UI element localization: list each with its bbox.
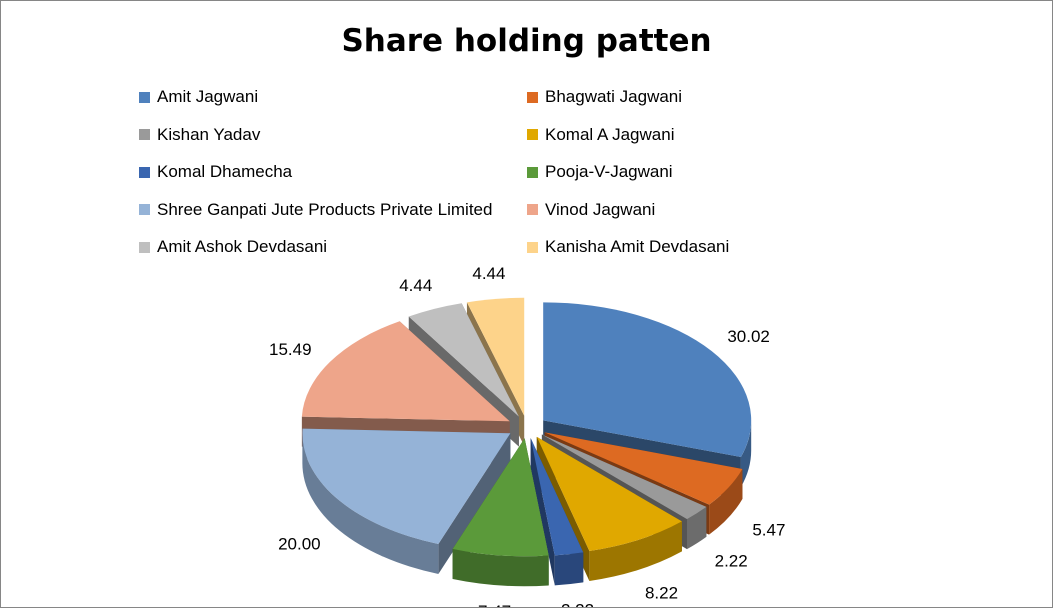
legend-label: Pooja-V-Jagwani (545, 162, 673, 181)
legend-item-amit-ashok-devdasani: Amit Ashok Devdasani (139, 237, 327, 257)
legend-swatch (527, 166, 538, 178)
legend-label: Amit Jagwani (157, 87, 259, 106)
legend-item-komal-a-jagwani: Komal A Jagwani (527, 125, 674, 145)
data-label-vinod-jagwani: 15.49 (269, 340, 312, 359)
legend-swatch (139, 204, 150, 215)
pie-slice-komal-dhamecha (530, 438, 584, 586)
data-label-shree-ganpati-jute-products-private-limited: 20.00 (278, 534, 321, 553)
pie-slice-shree-ganpati-jute-products-private-limited (302, 428, 511, 575)
data-label-kanisha-amit-devdasani: 4.44 (472, 264, 505, 283)
pie-slice-pooja-v-jagwani (452, 438, 549, 587)
legend-item-komal-dhamecha: Komal Dhamecha (139, 162, 292, 182)
chart-title: Share holding patten (341, 23, 712, 59)
pie-tops: 30.025.472.228.222.227.4720.0015.494.444… (269, 264, 785, 607)
legend-item-vinod-jagwani: Vinod Jagwani (527, 200, 655, 220)
legend-swatch (139, 166, 150, 178)
legend-label: Vinod Jagwani (545, 199, 656, 219)
legend-label: Komal A Jagwani (545, 124, 675, 144)
legend-item-kanisha-amit-devdasani: Kanisha Amit Devdasani (527, 237, 729, 257)
data-label-kishan-yadav: 2.22 (715, 551, 748, 570)
pie-sides (301, 297, 752, 587)
legend-swatch (527, 91, 538, 103)
legend-item-kishan-yadav: Kishan Yadav (139, 125, 260, 145)
legend-swatch (139, 241, 150, 253)
legend-swatch (139, 129, 150, 140)
legend-label: Shree Ganpati Jute Products Private Limi… (157, 199, 493, 219)
legend-item-bhagwati-jagwani: Bhagwati Jagwani (527, 87, 682, 107)
legend-label: Kishan Yadav (157, 124, 261, 144)
legend-item-amit-jagwani: Amit Jagwani (139, 87, 258, 107)
data-label-amit-ashok-devdasani: 4.44 (399, 276, 432, 295)
data-label-komal-dhamecha: 2.22 (561, 601, 594, 607)
legend-item-shree-ganpati-jute-products-private-limited: Shree Ganpati Jute Products Private Limi… (139, 200, 492, 220)
legend-swatch (527, 204, 538, 215)
legend-label: Amit Ashok Devdasani (157, 237, 328, 256)
legend-item-pooja-v-jagwani: Pooja-V-Jagwani (527, 162, 673, 182)
legend-label: Komal Dhamecha (157, 162, 293, 181)
data-label-amit-jagwani: 30.02 (727, 327, 770, 346)
legend-label: Kanisha Amit Devdasani (545, 237, 730, 256)
legend-swatch (139, 91, 150, 103)
data-label-komal-a-jagwani: 8.22 (645, 583, 678, 602)
legend-swatch (527, 129, 538, 140)
legend-swatch (527, 241, 538, 253)
data-label-pooja-v-jagwani: 7.47 (478, 602, 511, 607)
data-label-bhagwati-jagwani: 5.47 (752, 521, 785, 540)
legend-label: Bhagwati Jagwani (545, 87, 683, 106)
